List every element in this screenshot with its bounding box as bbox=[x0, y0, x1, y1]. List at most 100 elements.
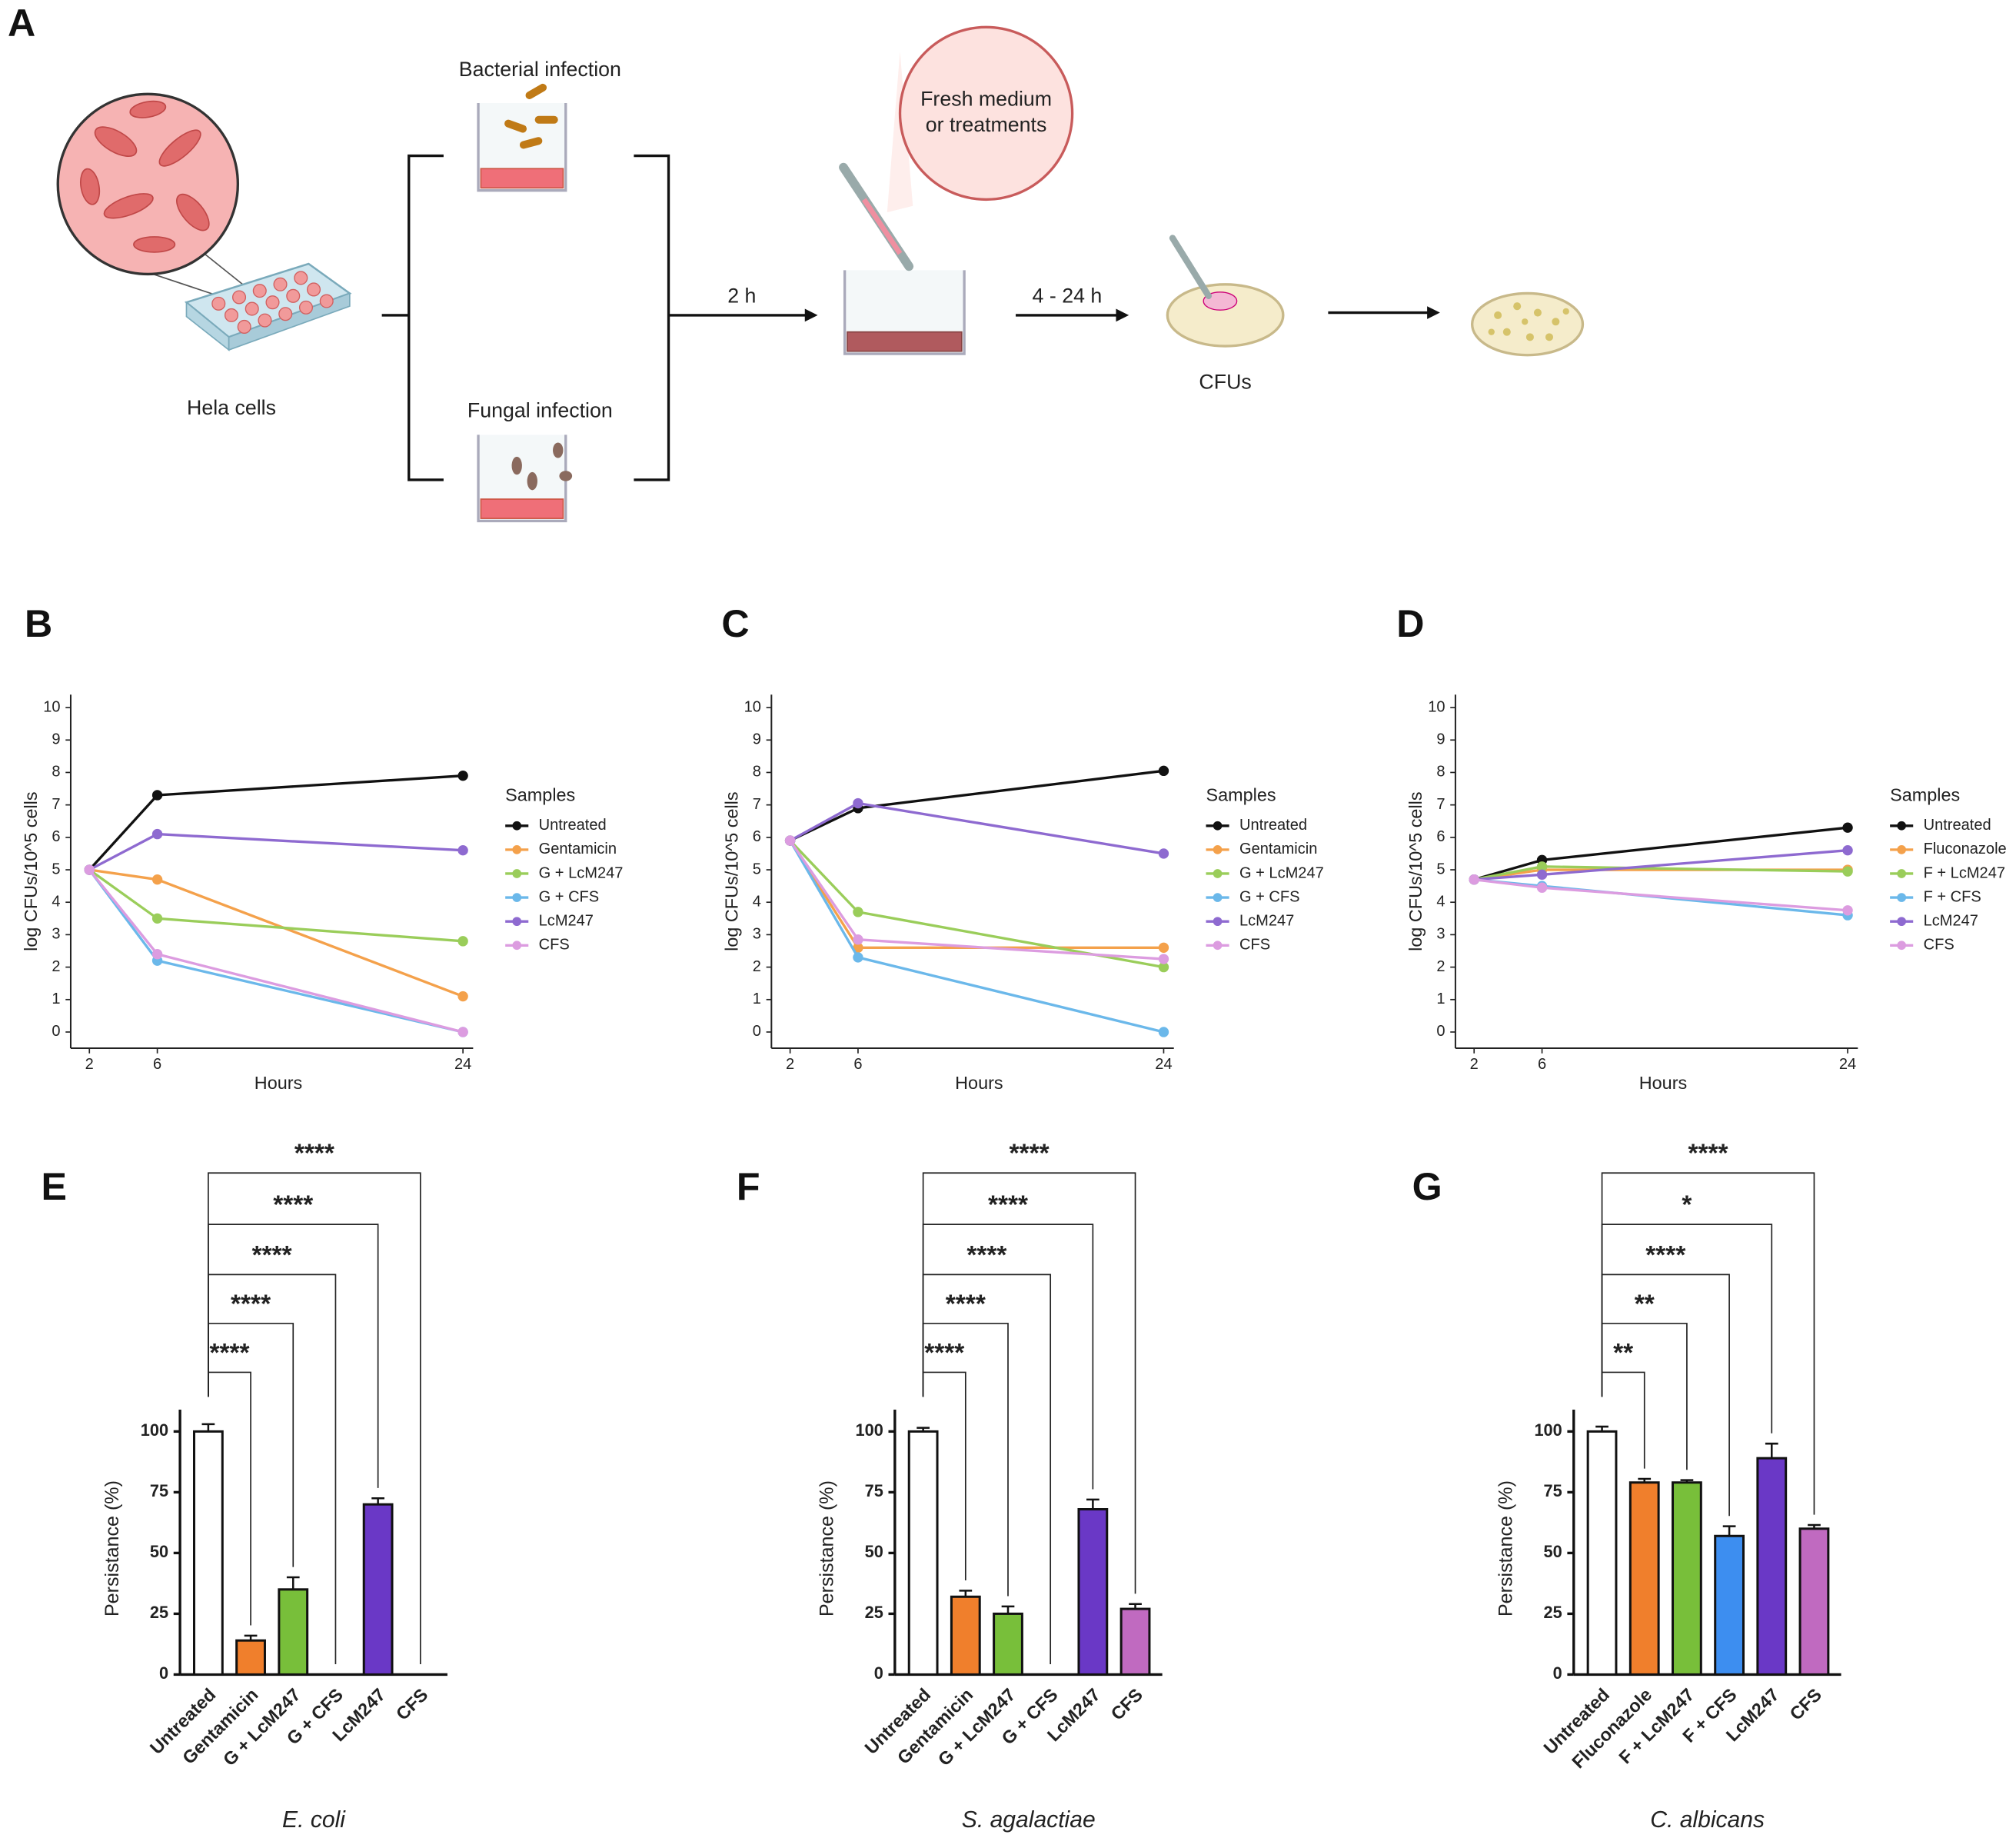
legend-swatch bbox=[1897, 845, 1907, 854]
legend-label: F + CFS bbox=[1924, 888, 1981, 905]
y-tick-label: 10 bbox=[1428, 698, 1445, 715]
legend-swatch bbox=[1897, 941, 1907, 951]
bar bbox=[1714, 1534, 1745, 1676]
series-line bbox=[88, 774, 464, 871]
y-axis-label: Persistance (%) bbox=[817, 1480, 838, 1617]
significance-bracket bbox=[208, 1172, 421, 1665]
point bbox=[1536, 861, 1548, 872]
subtitle: S. agalactiae bbox=[962, 1807, 1096, 1833]
label: CFUs bbox=[1199, 371, 1251, 394]
x-tick-label: 24 bbox=[1839, 1056, 1856, 1073]
subtitle: E. coli bbox=[282, 1807, 346, 1833]
significance-label: **** bbox=[294, 1140, 334, 1168]
label: 4 - 24 h bbox=[1033, 285, 1103, 308]
point bbox=[151, 790, 163, 801]
significance-label: **** bbox=[966, 1241, 1006, 1270]
significance-bracket bbox=[1601, 1274, 1730, 1517]
y-axis-label: log CFUs/10^5 cells bbox=[721, 791, 741, 951]
legend-swatch bbox=[512, 821, 522, 831]
significance-label: **** bbox=[1645, 1241, 1685, 1270]
significance-label: **** bbox=[231, 1290, 271, 1318]
y-tick-label: 25 bbox=[1544, 1603, 1562, 1622]
legend-label: Gentamicin bbox=[1239, 841, 1317, 857]
y-tick-label: 9 bbox=[753, 731, 761, 748]
significance-label: **** bbox=[988, 1191, 1028, 1220]
legend-label: G + CFS bbox=[1239, 888, 1300, 905]
point bbox=[1158, 942, 1169, 953]
y-tick-label: 10 bbox=[43, 698, 60, 715]
legend-label: LcM247 bbox=[1924, 912, 1978, 929]
series-line bbox=[789, 769, 1164, 842]
y-tick-label: 3 bbox=[52, 926, 60, 943]
y-tick-label: 0 bbox=[52, 1023, 60, 1040]
legend-label: G + LcM247 bbox=[539, 864, 624, 881]
y-tick-label: 3 bbox=[753, 926, 761, 943]
petri-dish bbox=[1166, 283, 1285, 348]
cell-layer bbox=[480, 498, 564, 519]
x-tick-label: 2 bbox=[786, 1056, 794, 1073]
bar bbox=[362, 1503, 394, 1676]
legend-swatch bbox=[1213, 917, 1223, 927]
fungi bbox=[511, 442, 573, 491]
y-tick-label: 4 bbox=[52, 894, 60, 911]
significance-bracket bbox=[1601, 1172, 1815, 1515]
series-line bbox=[88, 832, 464, 871]
legend-label: LcM247 bbox=[539, 912, 594, 929]
point bbox=[457, 1027, 468, 1037]
legend-swatch bbox=[512, 845, 522, 854]
bar bbox=[993, 1612, 1023, 1676]
cell-layer bbox=[480, 168, 564, 189]
y-tick-label: 7 bbox=[753, 796, 761, 813]
cells bbox=[79, 100, 210, 253]
y-tick-label: 1 bbox=[753, 991, 761, 1007]
y-tick-label: 9 bbox=[1436, 731, 1445, 748]
significance-label: ** bbox=[1635, 1290, 1655, 1318]
y-tick-label: 50 bbox=[150, 1542, 168, 1561]
bar bbox=[1586, 1430, 1618, 1676]
panel-letter: G bbox=[1412, 1165, 1442, 1208]
legend-title: Samples bbox=[505, 784, 575, 804]
label: or treatments bbox=[926, 113, 1047, 136]
series-line bbox=[789, 840, 1164, 1034]
legend-swatch bbox=[1213, 869, 1223, 878]
label: Fungal infection bbox=[467, 398, 613, 421]
significance-label: **** bbox=[946, 1290, 986, 1318]
x-tick-label: CFS bbox=[392, 1684, 431, 1723]
y-tick-label: 25 bbox=[865, 1603, 883, 1622]
y-tick-label: 6 bbox=[753, 828, 761, 845]
y-tick-label: 6 bbox=[52, 828, 60, 845]
legend-swatch bbox=[512, 893, 522, 902]
panel-letter: C bbox=[721, 602, 749, 645]
point bbox=[1158, 765, 1169, 777]
point bbox=[457, 770, 468, 781]
cone bbox=[887, 52, 913, 213]
legend-label: G + LcM247 bbox=[1239, 864, 1324, 881]
point bbox=[1158, 1027, 1169, 1037]
point bbox=[1842, 905, 1853, 916]
y-tick-label: 6 bbox=[1436, 828, 1445, 845]
point bbox=[457, 845, 468, 856]
bubble bbox=[898, 25, 1074, 201]
bacteria bbox=[504, 83, 558, 149]
legend-label: Fluconazole bbox=[1924, 841, 2007, 857]
y-tick-label: 0 bbox=[1436, 1023, 1445, 1040]
bar bbox=[907, 1430, 939, 1676]
pipette-liquid bbox=[861, 198, 903, 255]
series-line bbox=[89, 868, 464, 998]
significance-label: **** bbox=[924, 1339, 964, 1367]
bar bbox=[1798, 1527, 1830, 1676]
series-line bbox=[88, 868, 464, 943]
significance-label: * bbox=[1682, 1191, 1692, 1220]
inoculum bbox=[1203, 291, 1238, 311]
point bbox=[1158, 961, 1169, 973]
x-tick-label: 6 bbox=[853, 1056, 862, 1073]
legend-label: Untreated bbox=[1239, 817, 1307, 834]
point bbox=[1842, 822, 1853, 833]
panel-letter: E bbox=[41, 1165, 66, 1208]
bar bbox=[192, 1430, 224, 1676]
y-tick-label: 100 bbox=[1534, 1420, 1562, 1440]
y-tick-label: 9 bbox=[52, 731, 60, 748]
arrowhead bbox=[1116, 308, 1129, 322]
